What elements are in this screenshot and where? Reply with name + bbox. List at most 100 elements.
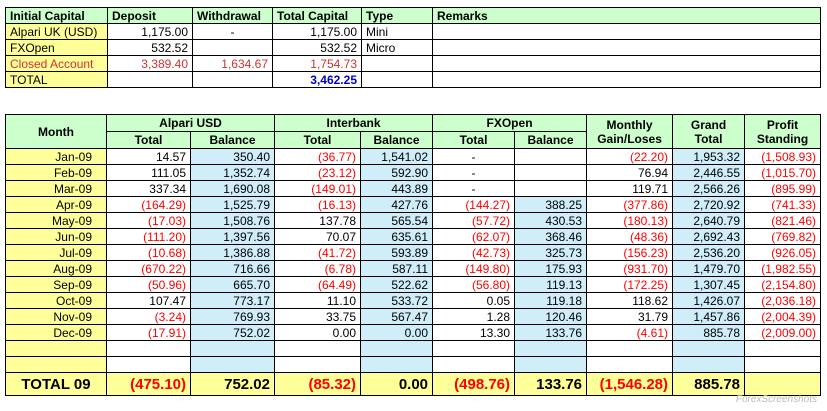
alpari-total-cell[interactable]: 337.34 xyxy=(106,180,191,197)
monthly-gain-cell[interactable]: (48.36) xyxy=(586,228,674,245)
fxopen-balance-cell[interactable]: 119.18 xyxy=(514,292,588,309)
empty-cell[interactable] xyxy=(192,71,273,88)
interbank-total-cell[interactable]: 0.00 xyxy=(274,324,361,341)
total-capital-cell[interactable]: 532.52 xyxy=(272,39,362,56)
grand-total-cell[interactable]: 1,479.70 xyxy=(672,260,746,277)
monthly-gain-cell[interactable]: (377.86) xyxy=(586,196,674,213)
subheader-balance[interactable]: Balance xyxy=(190,131,275,149)
type-cell[interactable]: Micro xyxy=(361,39,433,56)
fxopen-balance-cell[interactable]: 368.46 xyxy=(514,228,588,245)
empty-cell[interactable] xyxy=(5,356,107,373)
fxopen-total-cell[interactable]: (57.72) xyxy=(432,212,516,229)
empty-cell[interactable] xyxy=(744,340,821,357)
account-name[interactable]: Closed Account xyxy=(5,55,108,72)
header-profit-standing[interactable]: Profit Standing xyxy=(744,114,821,149)
interbank-total-cell[interactable]: (36.77) xyxy=(274,148,361,165)
month-cell[interactable]: Feb-09 xyxy=(5,164,107,181)
month-cell[interactable]: Mar-09 xyxy=(5,180,107,197)
interbank-total-cell[interactable]: 33.75 xyxy=(274,308,361,325)
empty-cell[interactable] xyxy=(672,340,746,357)
total-label-cell[interactable]: TOTAL 09 xyxy=(5,372,107,396)
interbank-total-cell[interactable]: (16.13) xyxy=(274,196,361,213)
profit-standing-cell[interactable]: (1,015.70) xyxy=(744,164,821,181)
header-grand-total[interactable]: Grand Total xyxy=(672,114,746,149)
alpari-balance-sum[interactable]: 752.02 xyxy=(190,372,275,396)
subheader-balance[interactable]: Balance xyxy=(514,131,588,149)
fxopen-total-cell[interactable]: (144.27) xyxy=(432,196,516,213)
profit-standing-cell[interactable]: (2,004.39) xyxy=(744,308,821,325)
grand-total-sum[interactable]: 885.78 xyxy=(672,372,746,396)
month-cell[interactable]: Nov-09 xyxy=(5,308,107,325)
alpari-balance-cell[interactable]: 769.93 xyxy=(190,308,275,325)
empty-cell[interactable] xyxy=(359,356,434,373)
empty-cell[interactable] xyxy=(190,340,275,357)
profit-standing-sum[interactable] xyxy=(744,372,821,396)
fxopen-balance-cell[interactable]: 133.76 xyxy=(514,324,588,341)
monthly-gain-cell[interactable]: 31.79 xyxy=(586,308,674,325)
subheader-total[interactable]: Total xyxy=(106,131,191,149)
interbank-total-cell[interactable]: 70.07 xyxy=(274,228,361,245)
fxopen-balance-cell[interactable] xyxy=(514,164,588,181)
total-capital-sum[interactable]: 3,462.25 xyxy=(272,71,362,88)
profit-standing-cell[interactable]: (2,036.18) xyxy=(744,292,821,309)
empty-cell[interactable] xyxy=(744,356,821,373)
empty-cell[interactable] xyxy=(432,71,821,88)
interbank-total-cell[interactable]: (64.49) xyxy=(274,276,361,293)
grand-total-cell[interactable]: 2,566.26 xyxy=(672,180,746,197)
header-interbank[interactable]: Interbank xyxy=(273,114,434,132)
monthly-gain-cell[interactable]: (172.25) xyxy=(586,276,674,293)
alpari-balance-cell[interactable]: 752.02 xyxy=(190,324,275,341)
profit-standing-cell[interactable]: (926.05) xyxy=(744,244,821,261)
alpari-total-cell[interactable]: 14.57 xyxy=(106,148,191,165)
alpari-total-cell[interactable]: (17.03) xyxy=(106,212,191,229)
interbank-balance-cell[interactable]: 522.62 xyxy=(359,276,434,293)
interbank-balance-cell[interactable]: 443.89 xyxy=(359,180,434,197)
header-fxopen[interactable]: FXOpen xyxy=(432,114,588,132)
month-cell[interactable]: Apr-09 xyxy=(5,196,107,213)
monthly-gain-cell[interactable]: (22.20) xyxy=(586,148,674,165)
profit-standing-cell[interactable]: (1,982.55) xyxy=(744,260,821,277)
header-initial-capital[interactable]: Initial Capital xyxy=(5,7,108,24)
fxopen-balance-sum[interactable]: 133.76 xyxy=(514,372,588,396)
fxopen-balance-cell[interactable]: 430.53 xyxy=(514,212,588,229)
remarks-cell[interactable] xyxy=(432,23,821,40)
fxopen-total-cell[interactable]: - xyxy=(432,180,516,197)
empty-cell[interactable] xyxy=(5,340,107,357)
alpari-total-cell[interactable]: 107.47 xyxy=(106,292,191,309)
alpari-balance-cell[interactable]: 665.70 xyxy=(190,276,275,293)
interbank-total-cell[interactable]: (149.01) xyxy=(274,180,361,197)
interbank-balance-cell[interactable]: 427.76 xyxy=(359,196,434,213)
fxopen-balance-cell[interactable] xyxy=(514,180,588,197)
deposit-cell[interactable]: 1,175.00 xyxy=(107,23,193,40)
header-withdrawal[interactable]: Withdrawal xyxy=(192,7,273,24)
account-name[interactable]: FXOpen xyxy=(5,39,108,56)
monthly-gain-cell[interactable]: (931.70) xyxy=(586,260,674,277)
interbank-total-cell[interactable]: (6.78) xyxy=(274,260,361,277)
fxopen-balance-cell[interactable]: 325.73 xyxy=(514,244,588,261)
account-name[interactable]: Alpari UK (USD) xyxy=(5,23,108,40)
profit-standing-cell[interactable]: (895.99) xyxy=(744,180,821,197)
interbank-total-cell[interactable]: (23.12) xyxy=(274,164,361,181)
empty-cell[interactable] xyxy=(586,356,674,373)
grand-total-cell[interactable]: 2,720.92 xyxy=(672,196,746,213)
header-total-capital[interactable]: Total Capital xyxy=(272,7,362,24)
fxopen-total-cell[interactable]: 13.30 xyxy=(432,324,516,341)
total-capital-cell[interactable]: 1,175.00 xyxy=(272,23,362,40)
alpari-total-cell[interactable]: (3.24) xyxy=(106,308,191,325)
alpari-balance-cell[interactable]: 773.17 xyxy=(190,292,275,309)
fxopen-total-cell[interactable]: 1.28 xyxy=(432,308,516,325)
alpari-total-cell[interactable]: (17.91) xyxy=(106,324,191,341)
alpari-balance-cell[interactable]: 350.40 xyxy=(190,148,275,165)
grand-total-cell[interactable]: 885.78 xyxy=(672,324,746,341)
alpari-total-cell[interactable]: (50.96) xyxy=(106,276,191,293)
alpari-total-cell[interactable]: (670.22) xyxy=(106,260,191,277)
interbank-total-cell[interactable]: (41.72) xyxy=(274,244,361,261)
monthly-gain-cell[interactable]: (180.13) xyxy=(586,212,674,229)
header-deposit[interactable]: Deposit xyxy=(107,7,193,24)
empty-cell[interactable] xyxy=(359,340,434,357)
profit-standing-cell[interactable]: (769.82) xyxy=(744,228,821,245)
withdrawal-cell[interactable]: 1,634.67 xyxy=(192,55,273,72)
remarks-cell[interactable] xyxy=(432,39,821,56)
grand-total-cell[interactable]: 1,307.45 xyxy=(672,276,746,293)
month-cell[interactable]: May-09 xyxy=(5,212,107,229)
